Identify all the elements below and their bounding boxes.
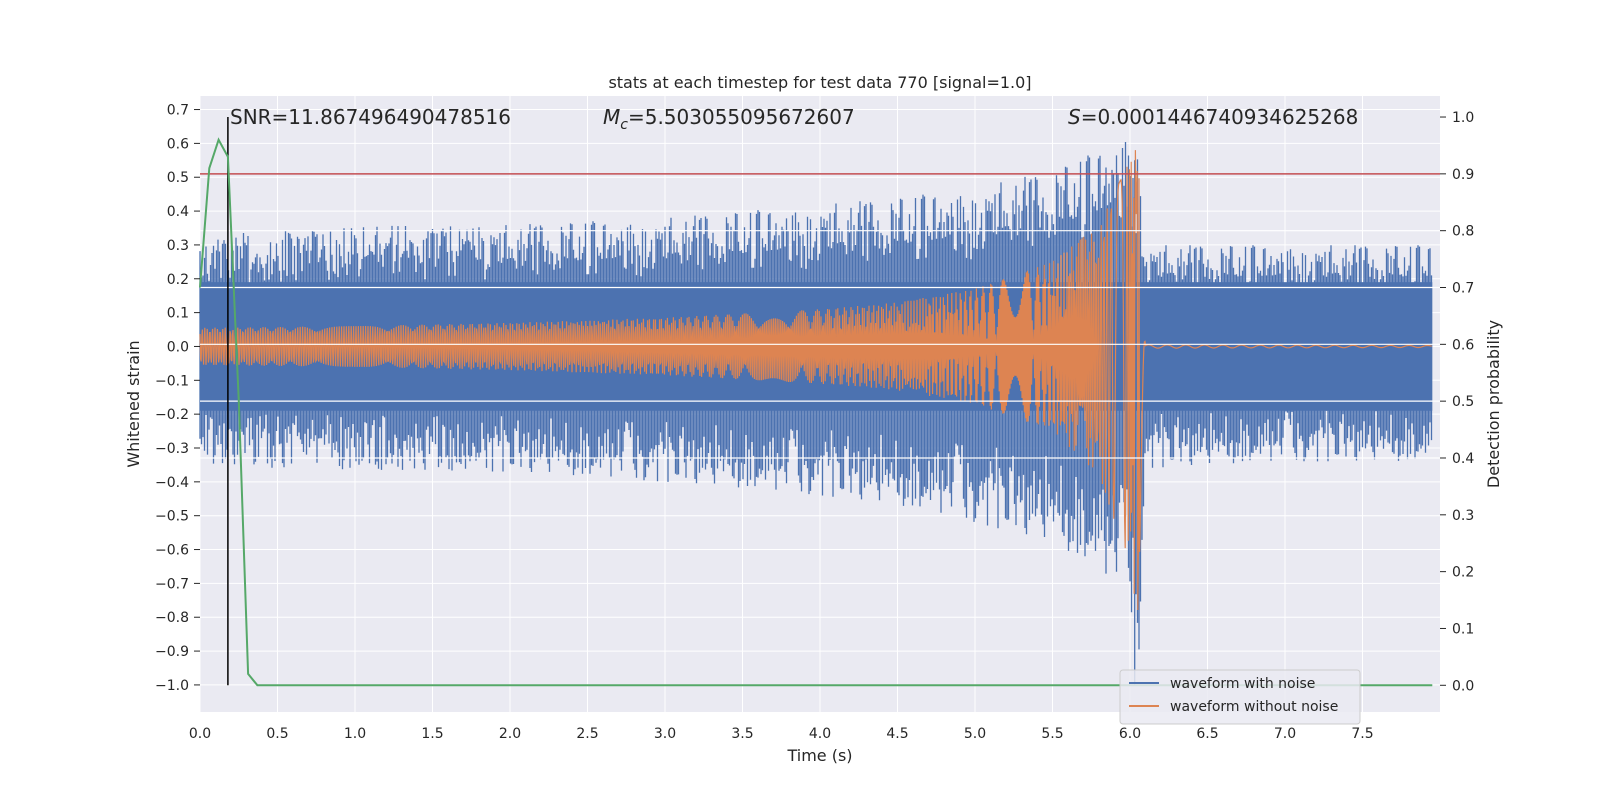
series-layer [199, 142, 1433, 685]
y-tick-label: −1.0 [155, 678, 189, 694]
y-tick-label: 0.2 [167, 272, 189, 288]
y-tick-label: 0.4 [167, 204, 189, 220]
y-tick-label: −0.6 [155, 543, 189, 559]
x-tick-label: 2.5 [576, 726, 598, 742]
y-tick-label: 0.5 [167, 170, 189, 186]
y2-tick-label: 0.0 [1452, 678, 1474, 694]
y2-tick-label: 0.9 [1452, 167, 1474, 183]
chirp-mass-symbol: M [603, 105, 620, 129]
y-tick-label: 0.7 [167, 103, 189, 119]
x-tick-label: 1.5 [421, 726, 443, 742]
chirp-mass-annotation: Mc=5.503055095672607 [603, 105, 855, 133]
y-tick-label: −0.3 [155, 441, 189, 457]
y2-tick-label: 1.0 [1452, 110, 1474, 126]
y2-tick-label: 0.2 [1452, 565, 1474, 581]
y2-tick-label: 0.6 [1452, 337, 1474, 353]
y-tick-label: 0.3 [167, 238, 189, 254]
chirp-mass-value: =5.503055095672607 [628, 105, 855, 129]
y-tick-label: −0.2 [155, 407, 189, 423]
x-tick-label: 0.0 [189, 726, 211, 742]
y-tick-label: −0.7 [155, 576, 189, 592]
y-tick-label: −0.9 [155, 644, 189, 660]
y2-tick-label: 0.3 [1452, 508, 1474, 524]
x-tick-label: 5.5 [1041, 726, 1063, 742]
y-tick-label: −0.1 [155, 373, 189, 389]
y-tick-label: 0.6 [167, 136, 189, 152]
x-tick-label: 5.0 [964, 726, 986, 742]
x-tick-label: 3.5 [731, 726, 753, 742]
y2-tick-labels: 1.0 0.9 0.8 0.7 0.6 0.5 0.4 0.3 0.2 0.1 0.0 [1440, 110, 1474, 694]
legend-label-noise: waveform with noise [1170, 676, 1315, 692]
y-tick-label: 0.0 [167, 339, 189, 355]
y-tick-label: −0.4 [155, 475, 189, 491]
s-value: =0.0001446740934625268 [1081, 105, 1359, 129]
x-tick-label: 0.5 [266, 726, 288, 742]
x-tick-labels: 0.0 0.5 1.0 1.5 2.0 2.5 3.0 3.5 4.0 4.5 5.0 5.5 6.0 6… [189, 726, 1374, 742]
x-tick-label: 3.0 [654, 726, 676, 742]
x-tick-label: 4.5 [886, 726, 908, 742]
x-tick-label: 2.0 [499, 726, 521, 742]
x-tick-label: 7.5 [1351, 726, 1373, 742]
x-tick-label: 6.5 [1196, 726, 1218, 742]
y2-tick-label: 0.5 [1452, 394, 1474, 410]
x-tick-label: 4.0 [809, 726, 831, 742]
chirp-mass-subscript: c [620, 117, 628, 133]
y2-axis-label: Detection probability [1484, 320, 1503, 488]
s-symbol: S [1068, 105, 1081, 129]
y-axis-label: Whitened strain [124, 340, 143, 467]
overlay-layer [199, 117, 1440, 687]
y2-tick-label: 0.4 [1452, 451, 1474, 467]
s-annotation: S=0.0001446740934625268 [1068, 105, 1358, 129]
x-axis-label: Time (s) [786, 746, 852, 765]
clean-waveform-line [199, 150, 1432, 611]
y-tick-label: −0.8 [155, 610, 189, 626]
y-tick-label: 0.1 [167, 306, 189, 322]
x-tick-label: 6.0 [1119, 726, 1141, 742]
detection-probability-line [199, 137, 1433, 687]
x-tick-label: 1.0 [344, 726, 366, 742]
y2-tick-label: 0.7 [1452, 281, 1474, 297]
legend: waveform with noise waveform without noi… [1119, 669, 1361, 725]
legend-label-clean: waveform without noise [1170, 699, 1338, 715]
series-waveform-without-noise [199, 150, 1432, 611]
x-tick-label: 7.0 [1274, 726, 1296, 742]
legend-box [1119, 669, 1361, 725]
y-tick-labels: 0.7 0.6 0.5 0.4 0.3 0.2 0.1 0.0 −0.1 −0.2 −0.3 −0.4… [155, 103, 200, 694]
snr-annotation: SNR=11.867496490478516 [230, 105, 511, 129]
y-tick-label: −0.5 [155, 509, 189, 525]
y2-tick-label: 0.8 [1452, 224, 1474, 240]
y2-tick-label: 0.1 [1452, 621, 1474, 637]
chart-title: stats at each timestep for test data 770… [608, 73, 1031, 92]
